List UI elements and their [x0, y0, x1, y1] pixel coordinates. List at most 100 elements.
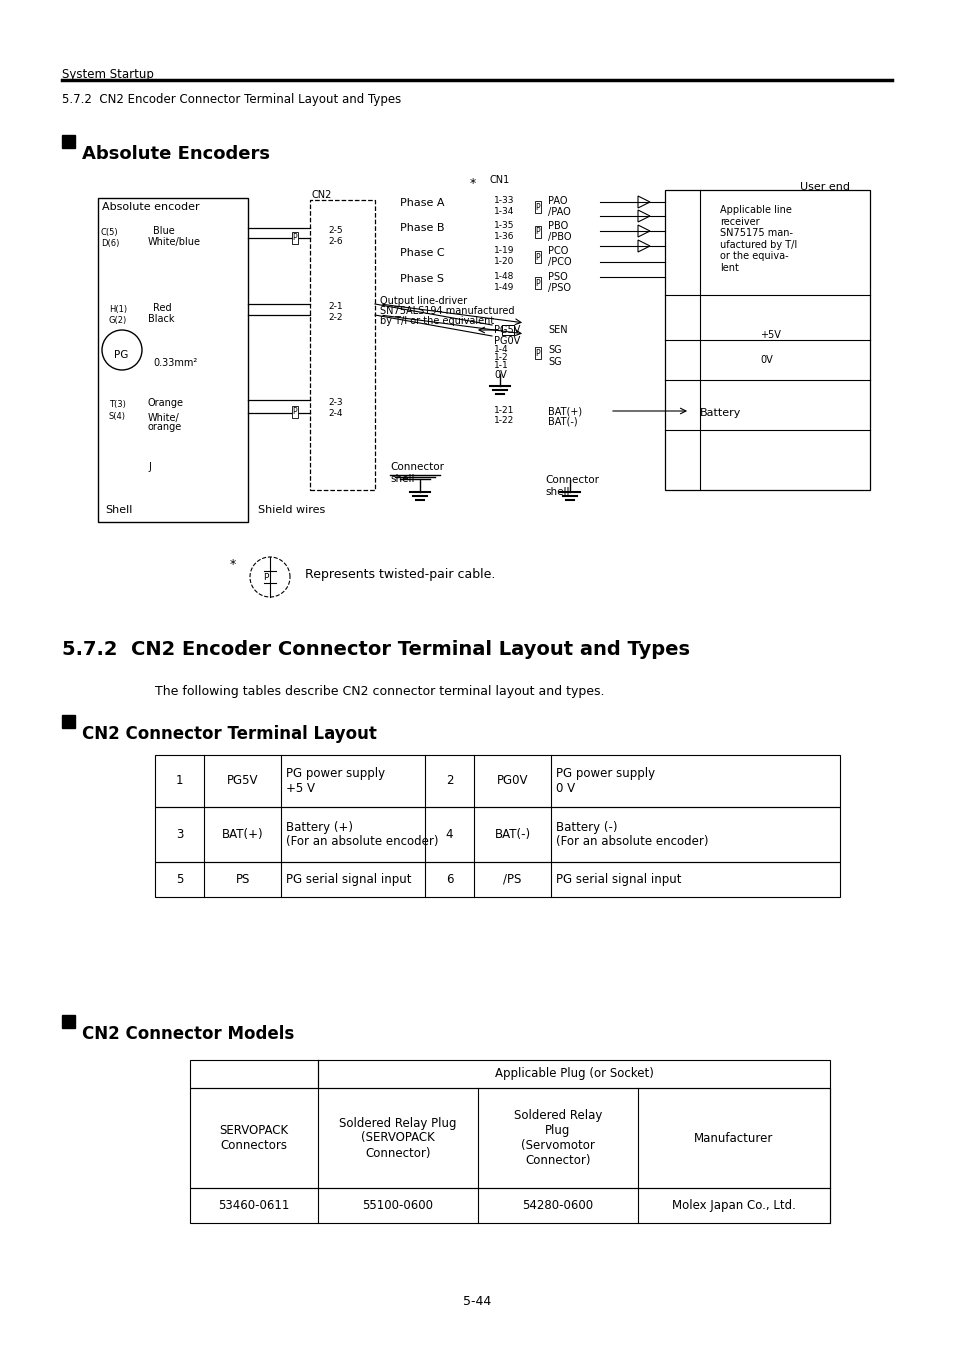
Bar: [310, 200, 375, 490]
Text: Blue: Blue: [152, 226, 174, 236]
Text: CN1: CN1: [490, 176, 510, 185]
Text: P: P: [536, 278, 539, 288]
Text: CN2: CN2: [312, 190, 332, 200]
Text: 0V: 0V: [760, 355, 772, 365]
Text: PS: PS: [235, 873, 250, 886]
Text: 1-2: 1-2: [494, 353, 508, 362]
Text: Absolute encoder: Absolute encoder: [102, 203, 199, 212]
Text: The following tables describe CN2 connector terminal layout and types.: The following tables describe CN2 connec…: [154, 685, 604, 698]
Bar: [62, 1015, 75, 1028]
Text: Soldered Relay Plug
(SERVOPACK
Connector): Soldered Relay Plug (SERVOPACK Connector…: [339, 1116, 456, 1159]
Text: PG0V: PG0V: [497, 774, 528, 788]
Text: 1-19: 1-19: [494, 246, 514, 255]
Text: 1-36: 1-36: [494, 232, 514, 240]
Text: P: P: [293, 234, 297, 242]
Text: 4: 4: [445, 828, 453, 842]
Text: 1-20: 1-20: [494, 257, 514, 266]
Text: Red: Red: [152, 303, 172, 313]
Text: 2-1: 2-1: [328, 303, 342, 311]
Bar: [190, 1188, 829, 1223]
Text: /PCO: /PCO: [547, 257, 571, 267]
Text: Molex Japan Co., Ltd.: Molex Japan Co., Ltd.: [671, 1198, 795, 1212]
Text: P: P: [536, 203, 539, 212]
Text: P: P: [263, 574, 269, 582]
Text: C(5): C(5): [101, 228, 118, 236]
Text: Phase C: Phase C: [399, 249, 444, 258]
Text: 1-22: 1-22: [494, 416, 514, 426]
Text: orange: orange: [148, 422, 182, 432]
Text: 2-4: 2-4: [328, 409, 342, 417]
Bar: [154, 755, 840, 807]
Text: 5-44: 5-44: [462, 1296, 491, 1308]
Text: 0.33mm²: 0.33mm²: [152, 358, 197, 367]
Bar: [98, 199, 248, 521]
Text: Represents twisted-pair cable.: Represents twisted-pair cable.: [305, 567, 495, 581]
Text: PG serial signal input: PG serial signal input: [286, 873, 411, 886]
Text: S(4): S(4): [109, 412, 126, 422]
Text: 1-49: 1-49: [494, 282, 514, 292]
Text: /PS: /PS: [503, 873, 521, 886]
Text: P: P: [293, 408, 297, 416]
Text: Output line-driver: Output line-driver: [379, 296, 467, 305]
Text: SN75ALS194 manufactured: SN75ALS194 manufactured: [379, 305, 514, 316]
Text: 6: 6: [445, 873, 453, 886]
Text: SERVOPACK
Connectors: SERVOPACK Connectors: [219, 1124, 288, 1152]
Text: BAT(-): BAT(-): [494, 828, 530, 842]
Bar: [154, 862, 840, 897]
Text: BAT(-): BAT(-): [547, 416, 577, 426]
Text: Connector
shell: Connector shell: [544, 476, 598, 497]
Text: Manufacturer: Manufacturer: [694, 1132, 773, 1144]
Text: SG: SG: [547, 345, 561, 355]
Text: PCO: PCO: [547, 246, 568, 255]
Text: PSO: PSO: [547, 272, 567, 282]
Text: Applicable Plug (or Socket): Applicable Plug (or Socket): [494, 1067, 653, 1081]
Text: 1-34: 1-34: [494, 207, 514, 216]
Text: P: P: [536, 227, 539, 236]
Text: 1-1: 1-1: [494, 361, 508, 370]
Text: Phase B: Phase B: [399, 223, 444, 232]
Text: Shield wires: Shield wires: [257, 505, 325, 515]
Text: H(1): H(1): [109, 305, 127, 313]
Text: Battery (+)
(For an absolute encoder): Battery (+) (For an absolute encoder): [286, 820, 438, 848]
Bar: [62, 715, 75, 728]
Text: 0V: 0V: [494, 370, 506, 380]
Text: PBO: PBO: [547, 222, 568, 231]
Text: 2-3: 2-3: [328, 399, 342, 407]
Text: Orange: Orange: [148, 399, 184, 408]
Text: 2-2: 2-2: [328, 313, 342, 322]
Text: 55100-0600: 55100-0600: [362, 1198, 433, 1212]
Text: D(6): D(6): [101, 239, 119, 249]
Text: SEN: SEN: [547, 326, 567, 335]
Text: *: *: [230, 558, 236, 571]
Text: Phase A: Phase A: [399, 199, 444, 208]
Text: Phase S: Phase S: [399, 274, 443, 284]
Text: BAT(+): BAT(+): [222, 828, 263, 842]
Bar: [501, 326, 514, 335]
Text: CN2 Connector Models: CN2 Connector Models: [82, 1025, 294, 1043]
Text: PG serial signal input: PG serial signal input: [556, 873, 680, 886]
Text: Shell: Shell: [105, 505, 132, 515]
Text: PG power supply
0 V: PG power supply 0 V: [556, 767, 655, 794]
Text: /PSO: /PSO: [547, 282, 571, 293]
Text: G(2): G(2): [109, 316, 127, 326]
Bar: [190, 1061, 829, 1088]
Text: White/blue: White/blue: [148, 236, 201, 247]
Text: CN2 Connector Terminal Layout: CN2 Connector Terminal Layout: [82, 725, 376, 743]
Text: 5.7.2  CN2 Encoder Connector Terminal Layout and Types: 5.7.2 CN2 Encoder Connector Terminal Lay…: [62, 640, 689, 659]
Text: /PBO: /PBO: [547, 232, 571, 242]
Text: 53460-0611: 53460-0611: [218, 1198, 290, 1212]
Text: P: P: [536, 253, 539, 262]
Text: PAO: PAO: [547, 196, 567, 205]
Text: by T/I or the equivalent: by T/I or the equivalent: [379, 316, 494, 326]
Text: 1-4: 1-4: [494, 345, 508, 354]
Text: J: J: [148, 462, 151, 471]
Text: 2-5: 2-5: [328, 226, 342, 235]
Text: 5: 5: [175, 873, 183, 886]
Text: /PAO: /PAO: [547, 207, 570, 218]
Text: T(3): T(3): [109, 400, 126, 409]
Text: PG5V: PG5V: [494, 326, 519, 335]
Text: PG power supply
+5 V: PG power supply +5 V: [286, 767, 385, 794]
Text: P: P: [536, 349, 539, 358]
Text: Battery (-)
(For an absolute encoder): Battery (-) (For an absolute encoder): [556, 820, 708, 848]
Text: BAT(+): BAT(+): [547, 407, 581, 416]
